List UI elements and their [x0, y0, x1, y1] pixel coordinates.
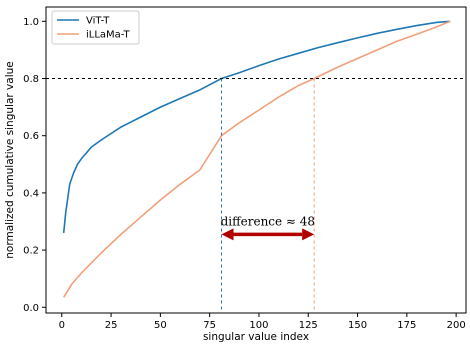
y-tick-label: 0.8	[23, 74, 39, 85]
x-tick-label: 175	[397, 320, 416, 331]
y-tick-label: 0.0	[23, 303, 39, 314]
x-axis-label: singular value index	[203, 331, 309, 343]
x-tick-label: 50	[154, 320, 167, 331]
y-axis-label: normalized cumulative singular value	[4, 61, 16, 258]
x-tick-label: 200	[447, 320, 466, 331]
x-tick-label: 100	[249, 320, 268, 331]
x-tick-label: 125	[299, 320, 318, 331]
legend: ViT-T iLLaMa-T	[51, 10, 140, 45]
x-tick-label: 0	[59, 320, 65, 331]
x-tick-label: 75	[203, 320, 216, 331]
x-tick-label: 25	[105, 320, 118, 331]
reference-lines	[46, 77, 466, 313]
series-line-1	[63, 20, 451, 298]
x-axis-ticks: 0 25 50 75 100 125 150 175 200	[59, 313, 466, 331]
plot-frame	[45, 6, 467, 314]
arrow-head-left	[221, 228, 234, 241]
annotation: difference ≈ 48	[221, 214, 316, 241]
y-tick-label: 0.4	[23, 188, 39, 199]
y-tick-label: 1.0	[23, 17, 39, 28]
legend-label-0: ViT-T	[86, 16, 110, 27]
legend-label-1: iLLaMa-T	[86, 30, 130, 41]
plot-lines	[62, 20, 451, 298]
arrow-head-right	[302, 228, 315, 241]
y-axis-ticks: 0.0 0.2 0.4 0.6 0.8 1.0	[23, 17, 46, 314]
y-tick-label: 0.6	[23, 131, 39, 142]
y-tick-label: 0.2	[23, 246, 39, 257]
series-line-0	[62, 20, 451, 233]
annotation-text: difference ≈ 48	[221, 214, 316, 228]
x-tick-label: 150	[348, 320, 367, 331]
